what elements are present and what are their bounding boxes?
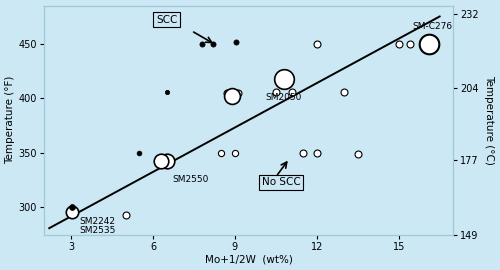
Point xyxy=(228,94,236,98)
Point xyxy=(299,151,307,155)
Point xyxy=(394,42,402,46)
Point xyxy=(313,151,321,155)
Point xyxy=(68,205,76,210)
Point xyxy=(406,42,413,46)
Point xyxy=(340,90,348,94)
Point xyxy=(234,91,241,95)
Point xyxy=(198,42,206,46)
Y-axis label: Temperature (°C): Temperature (°C) xyxy=(484,75,494,165)
Text: SM2550: SM2550 xyxy=(172,175,208,184)
Point xyxy=(162,90,170,94)
Point xyxy=(68,210,76,214)
Point xyxy=(272,90,280,94)
Point xyxy=(162,158,170,163)
Point xyxy=(122,213,130,217)
Point xyxy=(232,39,240,44)
Point xyxy=(222,91,230,95)
Text: SM2535: SM2535 xyxy=(80,226,116,235)
Point xyxy=(209,42,217,46)
Text: No SCC: No SCC xyxy=(262,177,300,187)
Point xyxy=(424,42,432,46)
Point xyxy=(280,76,288,81)
Point xyxy=(231,151,239,155)
Y-axis label: Temperature (°F): Temperature (°F) xyxy=(6,76,16,164)
Text: SM2242: SM2242 xyxy=(80,217,116,226)
Text: SCC: SCC xyxy=(156,15,178,25)
Point xyxy=(217,151,225,155)
Text: SM2050: SM2050 xyxy=(265,93,302,102)
Point xyxy=(354,152,362,156)
Point xyxy=(288,90,296,94)
Point xyxy=(313,42,321,46)
Text: SM-C276: SM-C276 xyxy=(412,22,453,31)
X-axis label: Mo+1/2W  (wt%): Mo+1/2W (wt%) xyxy=(204,254,292,264)
Point xyxy=(136,151,143,155)
Point xyxy=(157,158,165,163)
